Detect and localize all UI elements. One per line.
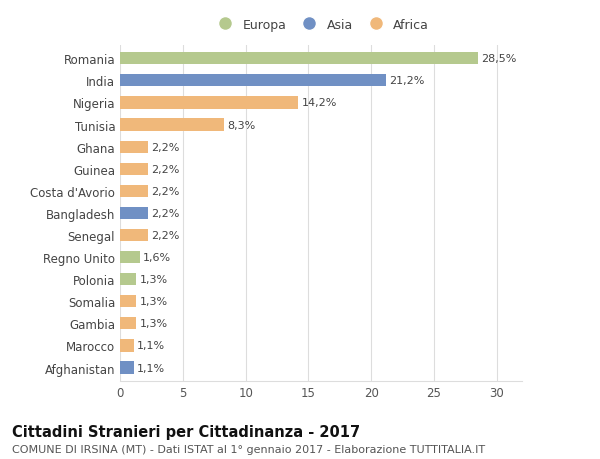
Text: 2,2%: 2,2% <box>151 208 179 218</box>
Bar <box>120 274 136 285</box>
Text: 1,1%: 1,1% <box>137 363 165 373</box>
Bar <box>120 163 148 175</box>
Text: 2,2%: 2,2% <box>151 186 179 196</box>
Bar <box>120 252 140 263</box>
Bar <box>120 296 136 308</box>
Bar <box>120 75 386 87</box>
Bar <box>120 340 134 352</box>
Bar <box>120 207 148 219</box>
Bar <box>120 185 148 197</box>
Text: 21,2%: 21,2% <box>389 76 425 86</box>
Bar <box>120 230 148 241</box>
Text: 1,6%: 1,6% <box>143 252 172 263</box>
Text: 2,2%: 2,2% <box>151 230 179 241</box>
Text: 1,3%: 1,3% <box>139 297 167 307</box>
Bar <box>120 318 136 330</box>
Text: 1,3%: 1,3% <box>139 319 167 329</box>
Legend: Europa, Asia, Africa: Europa, Asia, Africa <box>213 19 429 32</box>
Text: 2,2%: 2,2% <box>151 164 179 174</box>
Text: COMUNE DI IRSINA (MT) - Dati ISTAT al 1° gennaio 2017 - Elaborazione TUTTITALIA.: COMUNE DI IRSINA (MT) - Dati ISTAT al 1°… <box>12 444 485 454</box>
Bar <box>120 119 224 131</box>
Bar <box>120 53 478 65</box>
Text: 28,5%: 28,5% <box>481 54 517 64</box>
Text: 1,3%: 1,3% <box>139 274 167 285</box>
Text: 14,2%: 14,2% <box>302 98 337 108</box>
Bar <box>120 141 148 153</box>
Text: 1,1%: 1,1% <box>137 341 165 351</box>
Bar <box>120 362 134 374</box>
Bar <box>120 97 298 109</box>
Text: 2,2%: 2,2% <box>151 142 179 152</box>
Text: Cittadini Stranieri per Cittadinanza - 2017: Cittadini Stranieri per Cittadinanza - 2… <box>12 425 360 440</box>
Text: 8,3%: 8,3% <box>227 120 256 130</box>
